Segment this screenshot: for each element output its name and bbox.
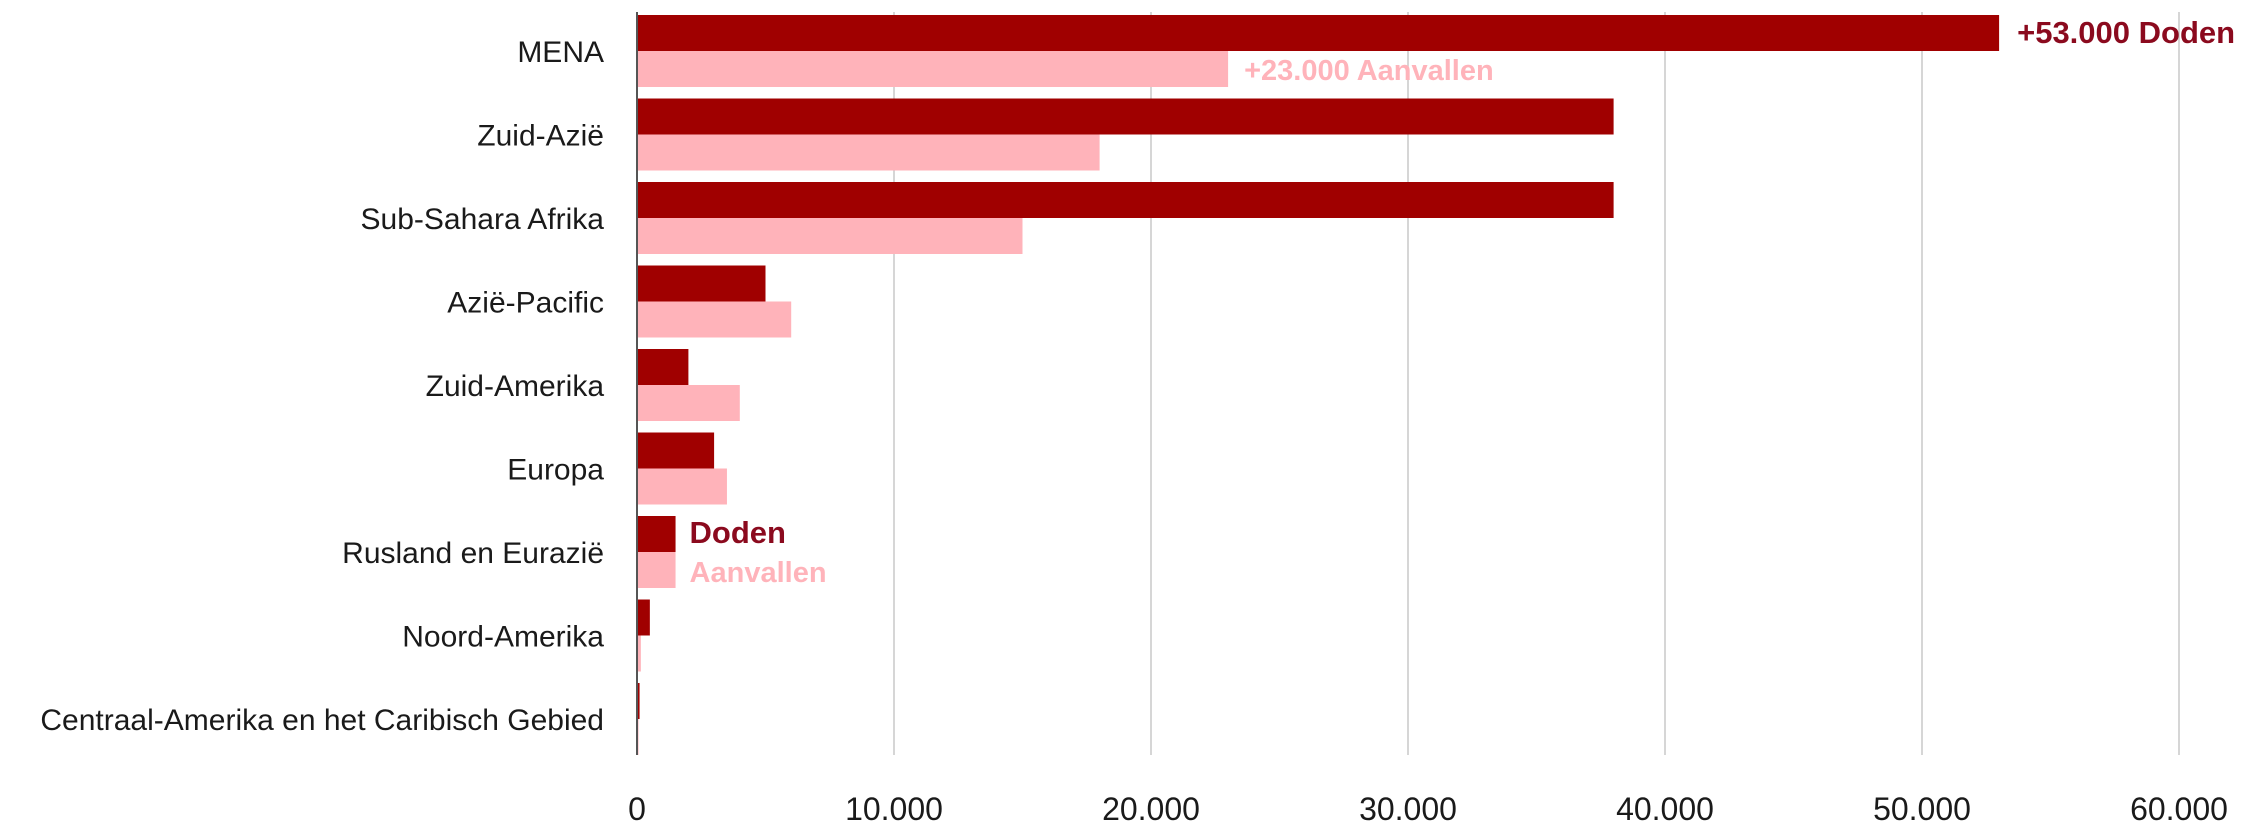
bar-doden (637, 432, 715, 469)
category-label: Europa (507, 454, 604, 487)
category-label: Noord-Amerika (402, 621, 604, 654)
x-tick-label: 40.000 (1616, 791, 1714, 826)
category-label: MENA (517, 36, 604, 69)
bar-doden (637, 516, 676, 552)
category-label: Sub-Sahara Afrika (361, 203, 605, 236)
bar-aanvallen (637, 385, 740, 421)
bars (637, 15, 2000, 755)
bar-aanvallen (637, 218, 1023, 254)
x-tick-label: 10.000 (845, 791, 943, 826)
bar-doden (637, 683, 640, 719)
bar-aanvallen (637, 134, 1100, 171)
annotation-aanvallen-total: +23.000 Aanvallen (1244, 55, 1494, 87)
category-label: Zuid-Amerika (426, 370, 605, 403)
bar-doden (637, 98, 1614, 135)
gridlines (893, 12, 2180, 755)
bar-aanvallen (637, 51, 1229, 87)
annotation-doden-total: +53.000 Doden (2017, 15, 2235, 50)
legend-label-doden: Doden (690, 515, 786, 550)
bar-doden (637, 182, 1614, 218)
legend-label-aanvallen: Aanvallen (690, 557, 827, 589)
annotations: +53.000 Doden +23.000 Aanvallen Doden Aa… (690, 15, 2236, 589)
bar-aanvallen (637, 468, 727, 505)
category-label: Centraal-Amerika en het Caribisch Gebied (40, 704, 604, 737)
bar-aanvallen (637, 301, 792, 338)
bar-doden (637, 349, 689, 385)
bar-aanvallen (637, 552, 676, 588)
x-tick-label: 30.000 (1359, 791, 1457, 826)
category-label: Zuid-Azië (477, 120, 604, 153)
bar-doden (637, 599, 650, 636)
category-labels: MENA Zuid-Azië Sub-Sahara Afrika Azië-Pacif… (40, 36, 604, 737)
x-tick-label: 20.000 (1102, 791, 1200, 826)
category-label: Rusland en Eurazië (342, 537, 604, 570)
x-tick-label: 0 (628, 791, 646, 826)
x-axis-tick-labels: 0 10.000 20.000 30.000 40.000 50.000 60.000 (628, 791, 2228, 826)
bar-doden (637, 15, 2000, 51)
bar-aanvallen (637, 635, 641, 672)
bar-doden (637, 265, 766, 302)
x-tick-label: 50.000 (1873, 791, 1971, 826)
x-tick-label: 60.000 (2130, 791, 2228, 826)
category-label: Azië-Pacific (447, 287, 604, 320)
